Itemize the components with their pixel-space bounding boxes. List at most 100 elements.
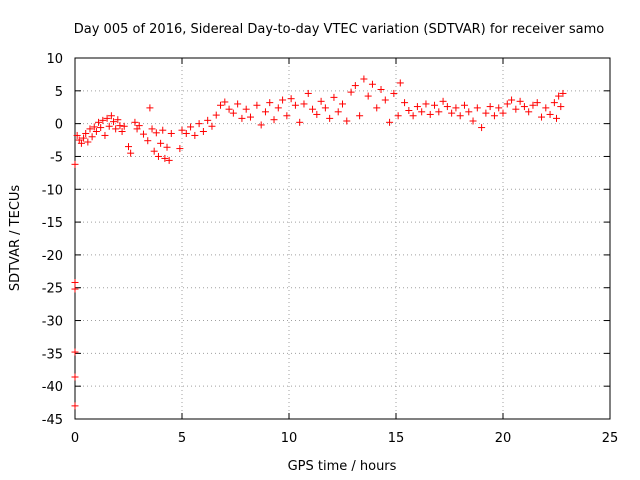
data-point <box>405 107 413 115</box>
y-tick-label: -30 <box>42 315 63 330</box>
y-tick-label: -45 <box>42 413 63 428</box>
data-point <box>413 103 421 111</box>
data-point <box>116 122 124 130</box>
data-point <box>533 99 541 107</box>
y-tick-label: -5 <box>50 150 63 165</box>
data-point <box>71 402 79 410</box>
data-points <box>71 75 567 410</box>
data-point <box>191 131 199 139</box>
data-point <box>525 108 533 116</box>
data-point <box>386 118 394 126</box>
data-point <box>238 114 246 122</box>
x-tick-label: 15 <box>388 431 405 446</box>
x-tick-label: 0 <box>71 431 79 446</box>
data-point <box>161 154 169 162</box>
y-tick-label: 5 <box>55 85 63 100</box>
data-point <box>364 92 372 100</box>
plot-frame <box>74 57 611 420</box>
data-point <box>356 112 364 120</box>
axis-ticks <box>74 57 611 420</box>
data-point <box>546 110 554 118</box>
data-point <box>229 109 237 117</box>
data-point <box>270 116 278 124</box>
y-tick-label: -40 <box>42 380 63 395</box>
data-point <box>73 131 81 139</box>
x-axis-tick-labels: 0 5 10 15 20 25 <box>71 431 618 446</box>
data-point <box>120 122 128 130</box>
data-point <box>426 110 434 118</box>
data-point <box>418 108 426 116</box>
data-point <box>274 104 282 112</box>
data-point <box>503 100 511 108</box>
data-point <box>221 98 229 106</box>
data-point <box>212 111 220 119</box>
data-point <box>77 139 85 147</box>
data-point <box>394 112 402 120</box>
data-point <box>409 112 417 120</box>
data-point <box>152 129 160 137</box>
x-tick-label: 5 <box>178 431 186 446</box>
data-point <box>71 278 79 286</box>
data-point <box>199 128 207 136</box>
data-point <box>131 118 139 126</box>
y-axis-tick-labels: 10 5 0 -5 -10 -15 -20 -25 -30 -35 -40 -45 <box>42 52 63 428</box>
data-point <box>317 97 325 105</box>
data-point <box>490 112 498 120</box>
data-point <box>182 129 190 137</box>
data-point <box>217 101 225 109</box>
y-tick-label: 0 <box>55 118 63 133</box>
data-point <box>538 113 546 121</box>
data-point <box>313 110 321 118</box>
data-point <box>326 114 334 122</box>
data-point <box>157 139 165 147</box>
data-point <box>99 116 107 124</box>
data-point <box>154 152 162 160</box>
data-point <box>309 105 317 113</box>
data-point <box>439 97 447 105</box>
data-point <box>435 108 443 116</box>
data-point <box>167 129 175 137</box>
data-point <box>105 122 113 130</box>
y-tick-label: -35 <box>42 347 63 362</box>
data-point <box>144 137 152 145</box>
data-point <box>343 117 351 125</box>
data-point <box>103 114 111 122</box>
data-point <box>187 123 195 131</box>
data-point <box>360 75 368 83</box>
data-point <box>150 147 158 155</box>
data-point <box>165 156 173 164</box>
data-point <box>448 109 456 117</box>
data-point <box>71 348 79 356</box>
x-tick-label: 20 <box>495 431 512 446</box>
data-point <box>253 101 261 109</box>
data-point <box>283 112 291 120</box>
data-point <box>125 143 132 151</box>
data-point <box>330 93 338 101</box>
y-tick-label: 10 <box>46 52 63 67</box>
data-point <box>90 123 98 131</box>
data-point <box>71 373 79 381</box>
data-point <box>452 104 460 112</box>
data-point <box>443 103 451 111</box>
data-point <box>321 104 329 112</box>
data-point <box>291 101 299 109</box>
data-point <box>456 112 464 120</box>
data-point <box>499 109 507 117</box>
data-point <box>208 122 216 130</box>
data-point <box>234 100 242 108</box>
data-point <box>520 103 528 111</box>
data-point <box>176 145 184 153</box>
data-point <box>146 104 154 112</box>
data-point <box>550 99 558 107</box>
data-point <box>431 101 439 109</box>
y-axis-label: SDTVAR / TECUs <box>8 185 23 292</box>
data-point <box>347 88 355 96</box>
data-point <box>542 104 550 112</box>
y-tick-label: -15 <box>42 216 63 231</box>
data-point <box>478 124 486 132</box>
data-point <box>304 89 312 97</box>
x-axis-label: GPS time / hours <box>288 459 397 474</box>
data-point <box>84 138 92 146</box>
data-point <box>86 125 94 133</box>
data-point <box>368 80 376 88</box>
